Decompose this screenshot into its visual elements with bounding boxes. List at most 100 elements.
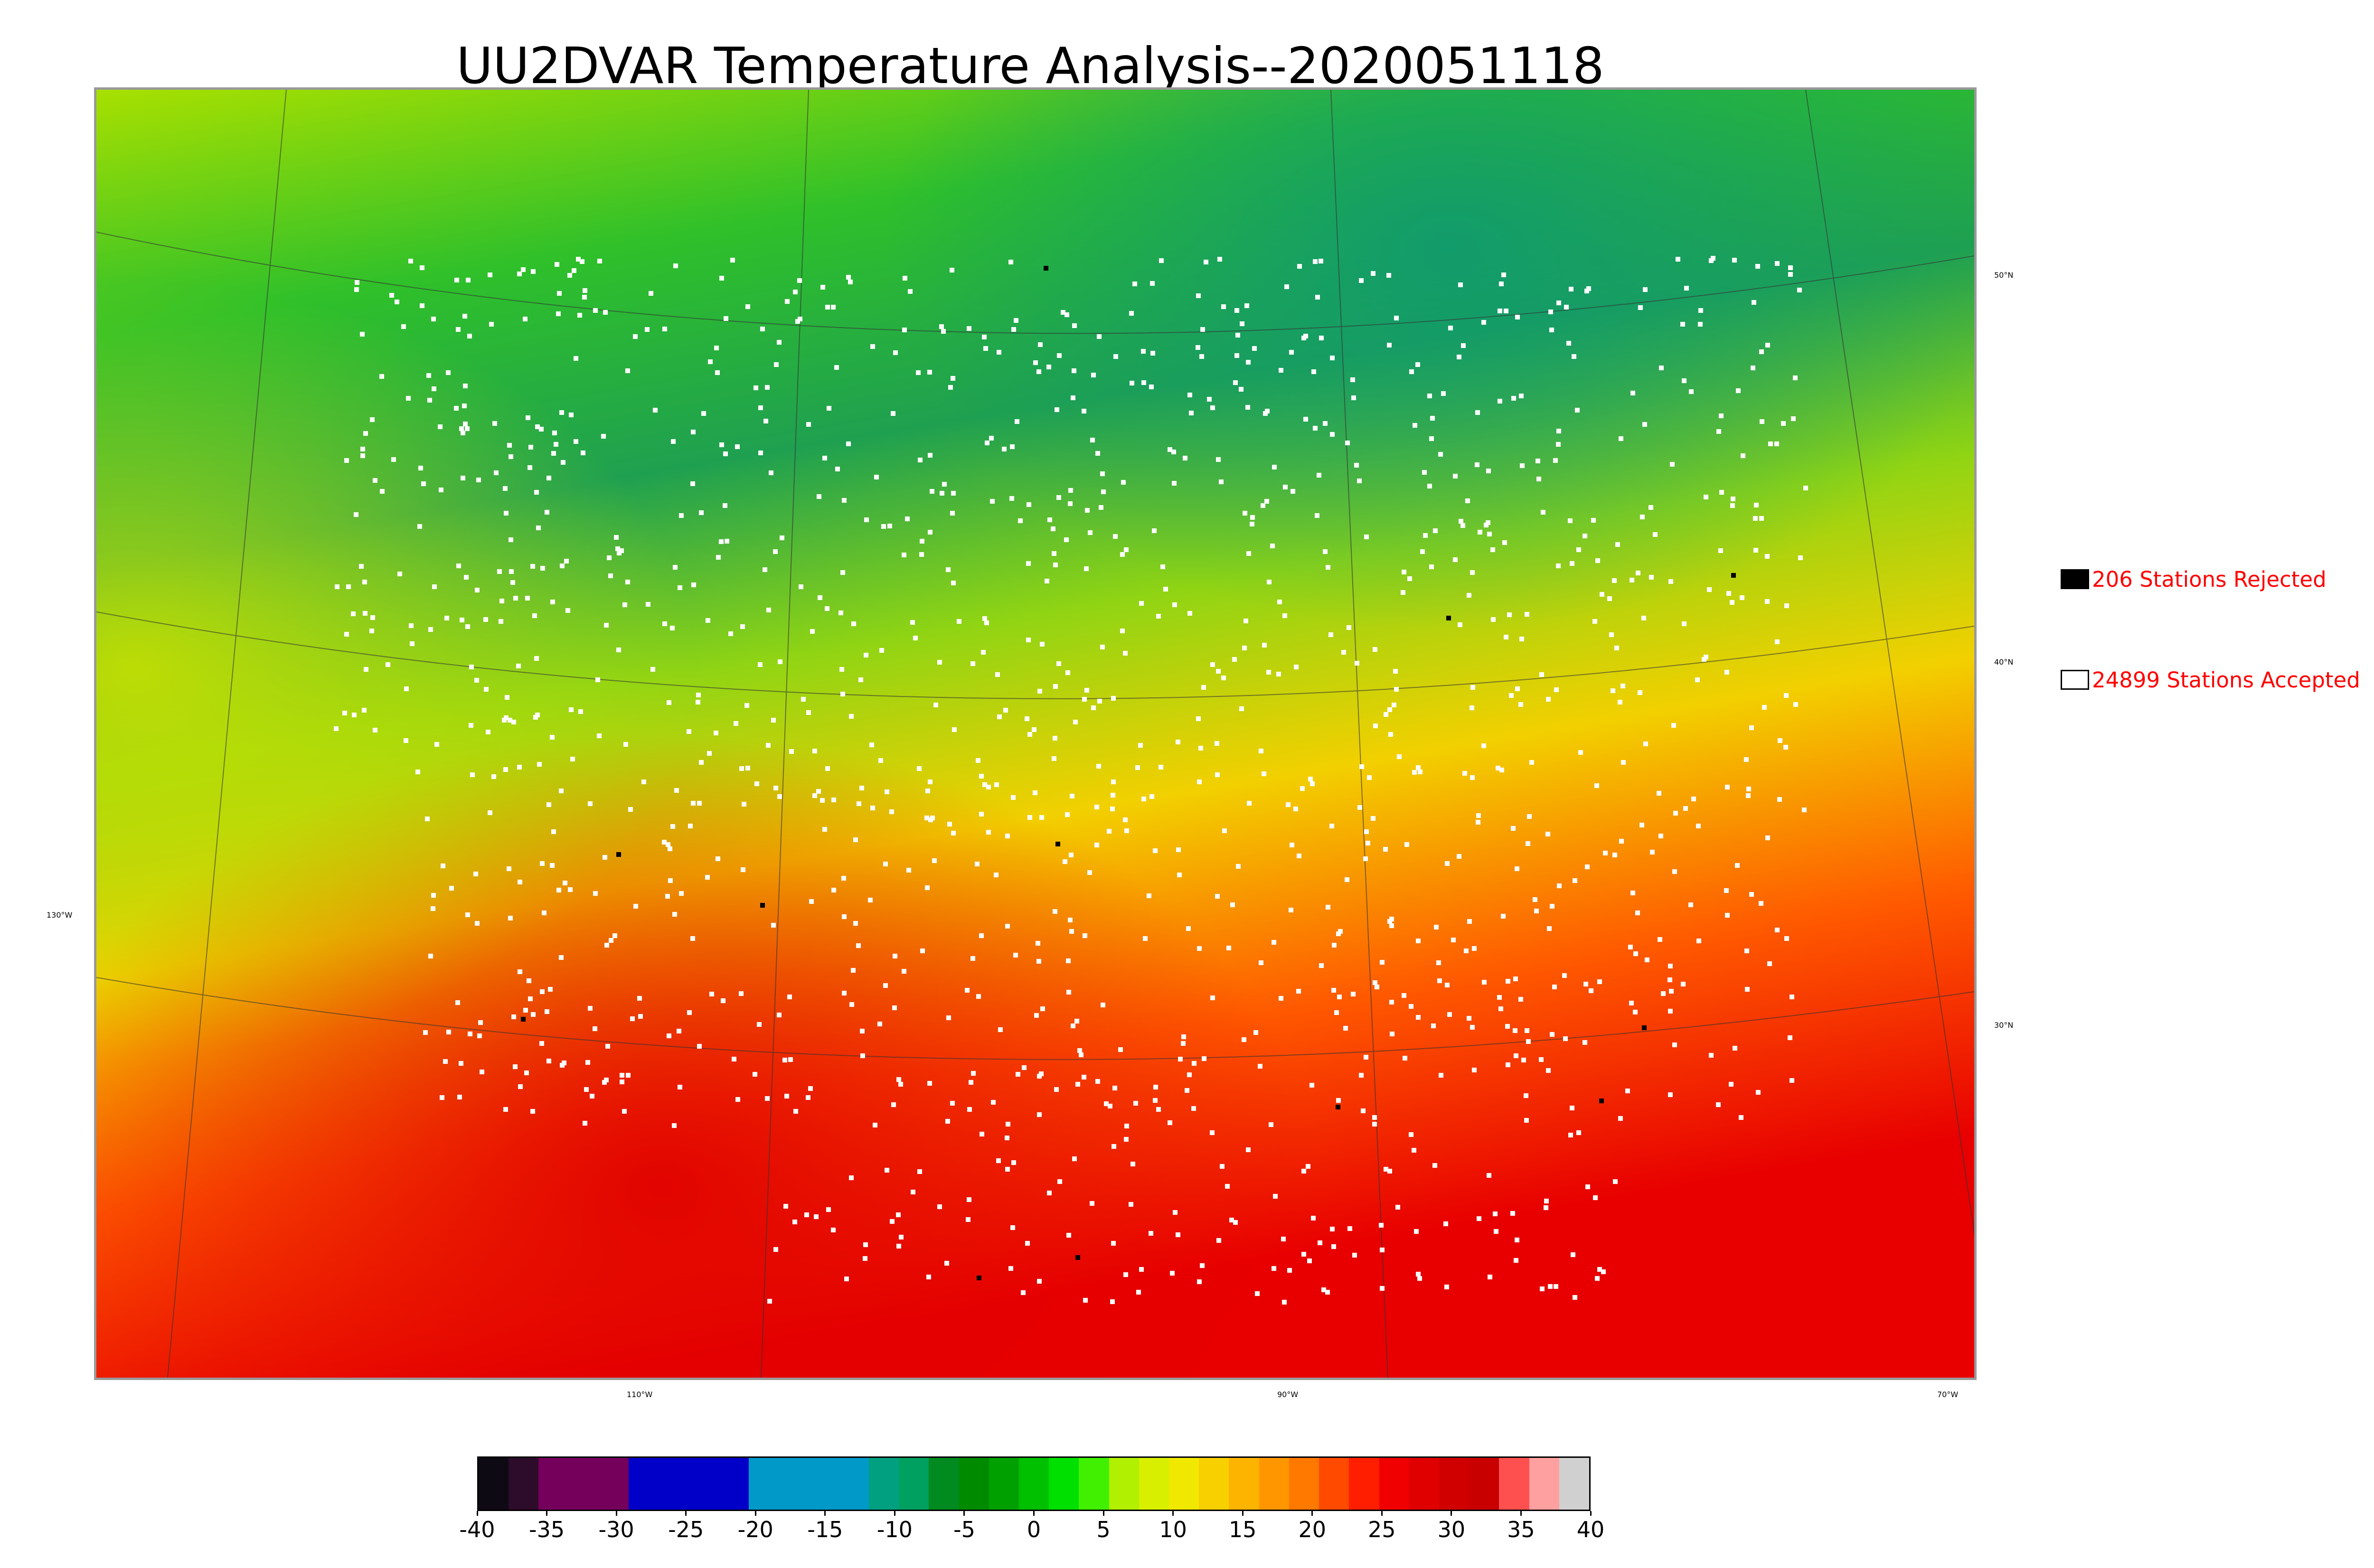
accepted-station-marker	[1641, 616, 1646, 620]
accepted-station-marker	[1759, 901, 1763, 906]
accepted-station-marker	[1696, 824, 1701, 828]
accepted-station-marker	[1293, 807, 1298, 811]
graticule-line	[96, 232, 1974, 334]
accepted-station-marker	[1025, 716, 1029, 721]
accepted-station-marker	[1111, 696, 1116, 701]
accepted-station-marker	[812, 749, 817, 753]
accepted-station-marker	[432, 584, 437, 589]
accepted-station-marker	[784, 1094, 789, 1099]
accepted-station-marker	[1350, 377, 1355, 382]
accepted-station-marker	[1607, 596, 1612, 601]
accepted-station-marker	[1016, 1072, 1020, 1077]
accepted-station-marker	[1149, 1231, 1153, 1236]
accepted-station-marker	[1556, 429, 1561, 433]
accepted-station-marker	[1085, 508, 1090, 513]
accepted-station-marker	[408, 259, 413, 263]
colorbar-segment	[929, 1458, 959, 1510]
accepted-station-marker	[1364, 829, 1369, 834]
accepted-station-marker	[873, 1123, 877, 1127]
colorbar-tick-mark	[1451, 1511, 1452, 1516]
accepted-station-marker	[1197, 946, 1202, 951]
accepted-station-marker	[1331, 988, 1336, 993]
accepted-station-marker	[1065, 812, 1070, 817]
accepted-station-marker	[1390, 1032, 1394, 1036]
accepted-station-marker	[947, 822, 952, 826]
accepted-station-marker	[1317, 473, 1321, 478]
accepted-station-marker	[1505, 1024, 1510, 1029]
accepted-station-marker	[1047, 1191, 1052, 1195]
accepted-station-marker	[509, 454, 513, 459]
accepted-station-marker	[551, 829, 556, 834]
accepted-station-marker	[951, 581, 956, 585]
accepted-station-marker	[1326, 905, 1330, 910]
accepted-station-marker	[1037, 1279, 1042, 1284]
accepted-station-marker	[1412, 1148, 1416, 1153]
accepted-station-marker	[842, 914, 847, 919]
accepted-station-marker	[1552, 985, 1557, 989]
accepted-station-marker	[1143, 936, 1148, 941]
accepted-station-marker	[1568, 1133, 1573, 1137]
accepted-station-marker	[1541, 510, 1545, 515]
accepted-station-marker	[874, 475, 879, 479]
accepted-station-marker	[1467, 1016, 1471, 1021]
accepted-station-marker	[565, 608, 570, 613]
accepted-station-marker	[1765, 554, 1770, 559]
accepted-station-marker	[1196, 293, 1201, 298]
accepted-station-marker	[1036, 369, 1041, 374]
accepted-station-marker	[462, 314, 467, 319]
accepted-station-marker	[1065, 670, 1070, 675]
accepted-station-marker	[1070, 794, 1074, 798]
accepted-station-marker	[1498, 309, 1502, 313]
accepted-station-marker	[527, 978, 531, 983]
accepted-station-marker	[1387, 343, 1392, 347]
accepted-station-marker	[499, 599, 504, 603]
accepted-station-marker	[1515, 866, 1519, 871]
accepted-station-marker	[1008, 260, 1013, 264]
accepted-station-marker	[1329, 824, 1334, 828]
accepted-station-marker	[1013, 953, 1018, 958]
accepted-station-marker	[609, 938, 613, 943]
accepted-station-marker	[1422, 470, 1427, 475]
accepted-station-marker	[970, 956, 975, 961]
accepted-station-marker	[540, 566, 545, 571]
accepted-station-marker	[758, 405, 763, 410]
accepted-station-marker	[467, 334, 472, 338]
accepted-station-marker	[1550, 904, 1554, 909]
accepted-station-marker	[1207, 397, 1212, 402]
accepted-station-marker	[1124, 547, 1129, 552]
accepted-station-marker	[1282, 613, 1287, 618]
accepted-station-marker	[773, 549, 778, 554]
accepted-station-marker	[539, 427, 544, 432]
accepted-station-marker	[1709, 1053, 1714, 1058]
accepted-station-marker	[1493, 1211, 1498, 1216]
accepted-station-marker	[1233, 380, 1238, 385]
accepted-station-marker	[927, 1081, 932, 1086]
accepted-station-marker	[534, 490, 539, 495]
accepted-station-marker	[1301, 1252, 1306, 1257]
accepted-station-marker	[395, 300, 399, 304]
accepted-station-marker	[896, 1212, 901, 1217]
accepted-station-marker	[516, 664, 521, 668]
accepted-station-marker	[878, 758, 883, 763]
accepted-station-marker	[1546, 697, 1551, 702]
accepted-station-marker	[766, 608, 771, 612]
accepted-station-marker	[1129, 311, 1134, 316]
accepted-station-marker	[1775, 639, 1780, 644]
accepted-station-marker	[1682, 621, 1686, 626]
accepted-station-marker	[570, 757, 575, 761]
accepted-station-marker	[1010, 1225, 1015, 1230]
accepted-station-marker	[1233, 1220, 1238, 1225]
accepted-station-marker	[1286, 802, 1291, 807]
accepted-station-marker	[363, 431, 368, 436]
colorbar-segment	[1319, 1458, 1349, 1510]
accepted-station-marker	[688, 824, 693, 828]
colorbar-tick-label: 30	[1437, 1517, 1466, 1542]
accepted-station-marker	[1515, 1238, 1519, 1242]
accepted-station-marker	[939, 324, 944, 329]
accepted-station-marker	[428, 954, 433, 958]
accepted-station-marker	[1433, 528, 1438, 533]
accepted-station-marker	[942, 482, 947, 487]
accepted-station-marker	[1239, 706, 1244, 711]
rejected-station-marker	[521, 1017, 526, 1022]
accepted-station-marker	[1069, 853, 1074, 857]
